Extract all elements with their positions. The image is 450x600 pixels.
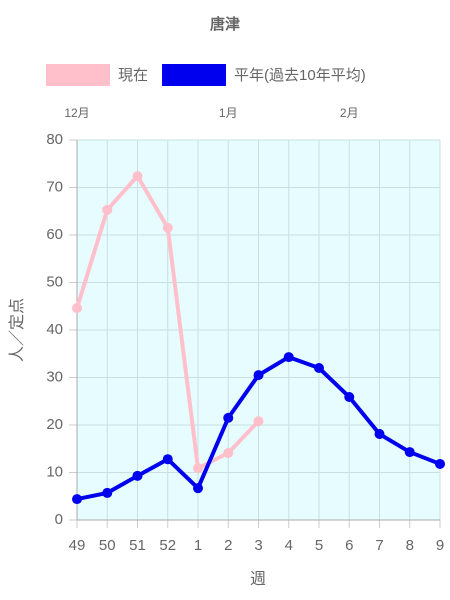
data-point (283, 352, 294, 363)
legend-swatch (162, 64, 227, 86)
data-point (72, 303, 82, 314)
x-tick-label: 5 (315, 537, 323, 554)
legend-label: 現在 (118, 67, 148, 84)
x-axis-label: 週 (250, 570, 266, 588)
x-tick-label: 49 (69, 537, 86, 554)
x-tick-label: 7 (375, 537, 383, 554)
data-point (72, 494, 82, 505)
data-point (132, 470, 143, 481)
legend-label: 平年(過去10年平均) (234, 67, 366, 84)
y-axis-label: 人／定点 (8, 298, 26, 362)
x-tick-label: 4 (285, 537, 293, 554)
x-tick-label: 1 (194, 537, 202, 554)
data-point (223, 448, 234, 459)
y-tick-label: 50 (46, 273, 63, 290)
y-tick-label: 70 (46, 178, 63, 195)
y-tick-label: 20 (46, 416, 63, 433)
data-point (223, 412, 234, 423)
month-label: 2月 (340, 106, 359, 120)
x-tick-label: 9 (436, 537, 444, 554)
data-point (404, 447, 415, 458)
y-tick-label: 80 (46, 131, 63, 148)
data-point (314, 363, 324, 373)
data-point (344, 391, 355, 402)
legend-swatch (46, 64, 110, 86)
data-point (435, 458, 445, 469)
data-point (374, 429, 385, 440)
y-tick-label: 60 (46, 226, 63, 243)
x-tick-label: 6 (345, 537, 353, 554)
data-point (102, 487, 113, 498)
data-point (162, 222, 173, 233)
month-label: 1月 (219, 106, 238, 120)
data-point (253, 416, 264, 427)
data-point (162, 454, 173, 465)
data-point (132, 171, 143, 182)
chart-title: 唐津 (210, 15, 240, 33)
data-point (193, 483, 203, 494)
data-point (102, 204, 113, 215)
x-tick-label: 3 (254, 537, 262, 554)
month-label: 12月 (64, 106, 89, 120)
x-tick-label: 51 (129, 537, 146, 554)
y-tick-label: 10 (46, 463, 63, 480)
data-point (253, 370, 264, 381)
x-tick-label: 8 (406, 537, 414, 554)
y-tick-label: 30 (46, 368, 63, 385)
y-tick-label: 40 (46, 321, 63, 338)
x-tick-label: 52 (159, 537, 176, 554)
data-point (193, 463, 203, 474)
x-tick-label: 50 (99, 537, 116, 554)
x-tick-label: 2 (224, 537, 232, 554)
y-tick-label: 0 (55, 511, 63, 528)
